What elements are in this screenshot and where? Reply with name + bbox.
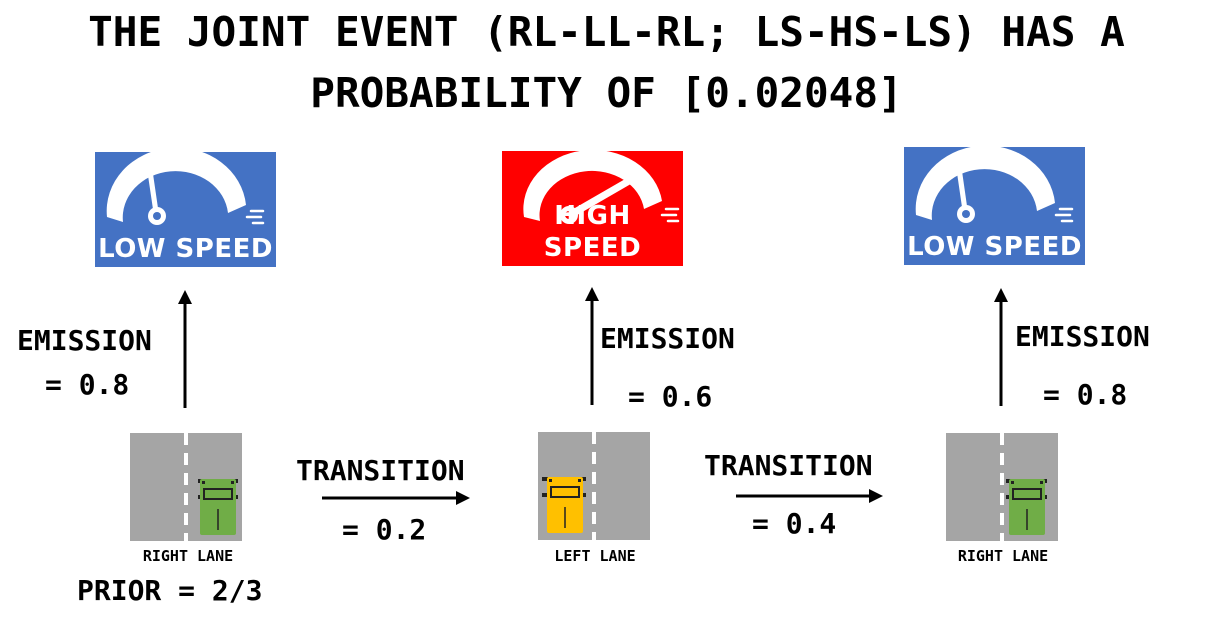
emission-arrow-2 bbox=[585, 287, 599, 405]
high-speed-panel: HIGH SPEED bbox=[502, 151, 683, 266]
transition-arrow-2 bbox=[736, 489, 883, 503]
title-line-2: PROBABILITY OF [0.02048] bbox=[310, 69, 903, 117]
emission-arrow-3 bbox=[994, 288, 1008, 406]
transition-label-1: TRANSITION bbox=[296, 454, 465, 487]
truck-icon bbox=[542, 477, 586, 533]
speedometer-low-icon bbox=[915, 147, 1074, 223]
emission-value-3: = 0.8 bbox=[1043, 378, 1128, 411]
road-state-2 bbox=[538, 432, 650, 540]
emission-arrow-1 bbox=[178, 290, 192, 408]
low-speed-label: LOW SPEED bbox=[98, 234, 273, 264]
high-speed-label: HIGH SPEED bbox=[543, 201, 642, 263]
speedometer-high-icon bbox=[523, 151, 680, 224]
road-state-1 bbox=[130, 433, 242, 541]
emission-label-3: EMISSION bbox=[1015, 320, 1150, 353]
truck-icon bbox=[1006, 479, 1047, 535]
low-speed-panel: LOW SPEED bbox=[95, 152, 276, 267]
transition-label-2: TRANSITION bbox=[704, 449, 873, 482]
emission-value-1: = 0.8 bbox=[45, 368, 130, 401]
page-title: THE JOINT EVENT (RL-LL-RL; LS-HS-LS) HAS… bbox=[0, 2, 1213, 124]
emission-label-2: EMISSION bbox=[600, 322, 735, 355]
lane-label-2: LEFT LANE bbox=[554, 547, 636, 565]
emission-value-2: = 0.6 bbox=[628, 380, 713, 413]
prior-label: PRIOR = 2/3 bbox=[77, 574, 263, 607]
lane-label-3: RIGHT LANE bbox=[957, 547, 1049, 565]
transition-arrow-1 bbox=[322, 491, 470, 505]
truck-icon bbox=[198, 479, 238, 535]
low-speed-panel-2: LOW SPEED bbox=[904, 147, 1085, 265]
speedometer-low-icon bbox=[106, 152, 265, 225]
transition-value-1: = 0.2 bbox=[342, 513, 427, 546]
lane-label-1: RIGHT LANE bbox=[142, 547, 234, 565]
emission-label-1: EMISSION bbox=[17, 324, 152, 357]
transition-value-2: = 0.4 bbox=[752, 507, 837, 540]
title-line-1: THE JOINT EVENT (RL-LL-RL; LS-HS-LS) HAS… bbox=[88, 8, 1125, 56]
road-state-3 bbox=[946, 433, 1058, 541]
low-speed-label: LOW SPEED bbox=[907, 232, 1082, 262]
